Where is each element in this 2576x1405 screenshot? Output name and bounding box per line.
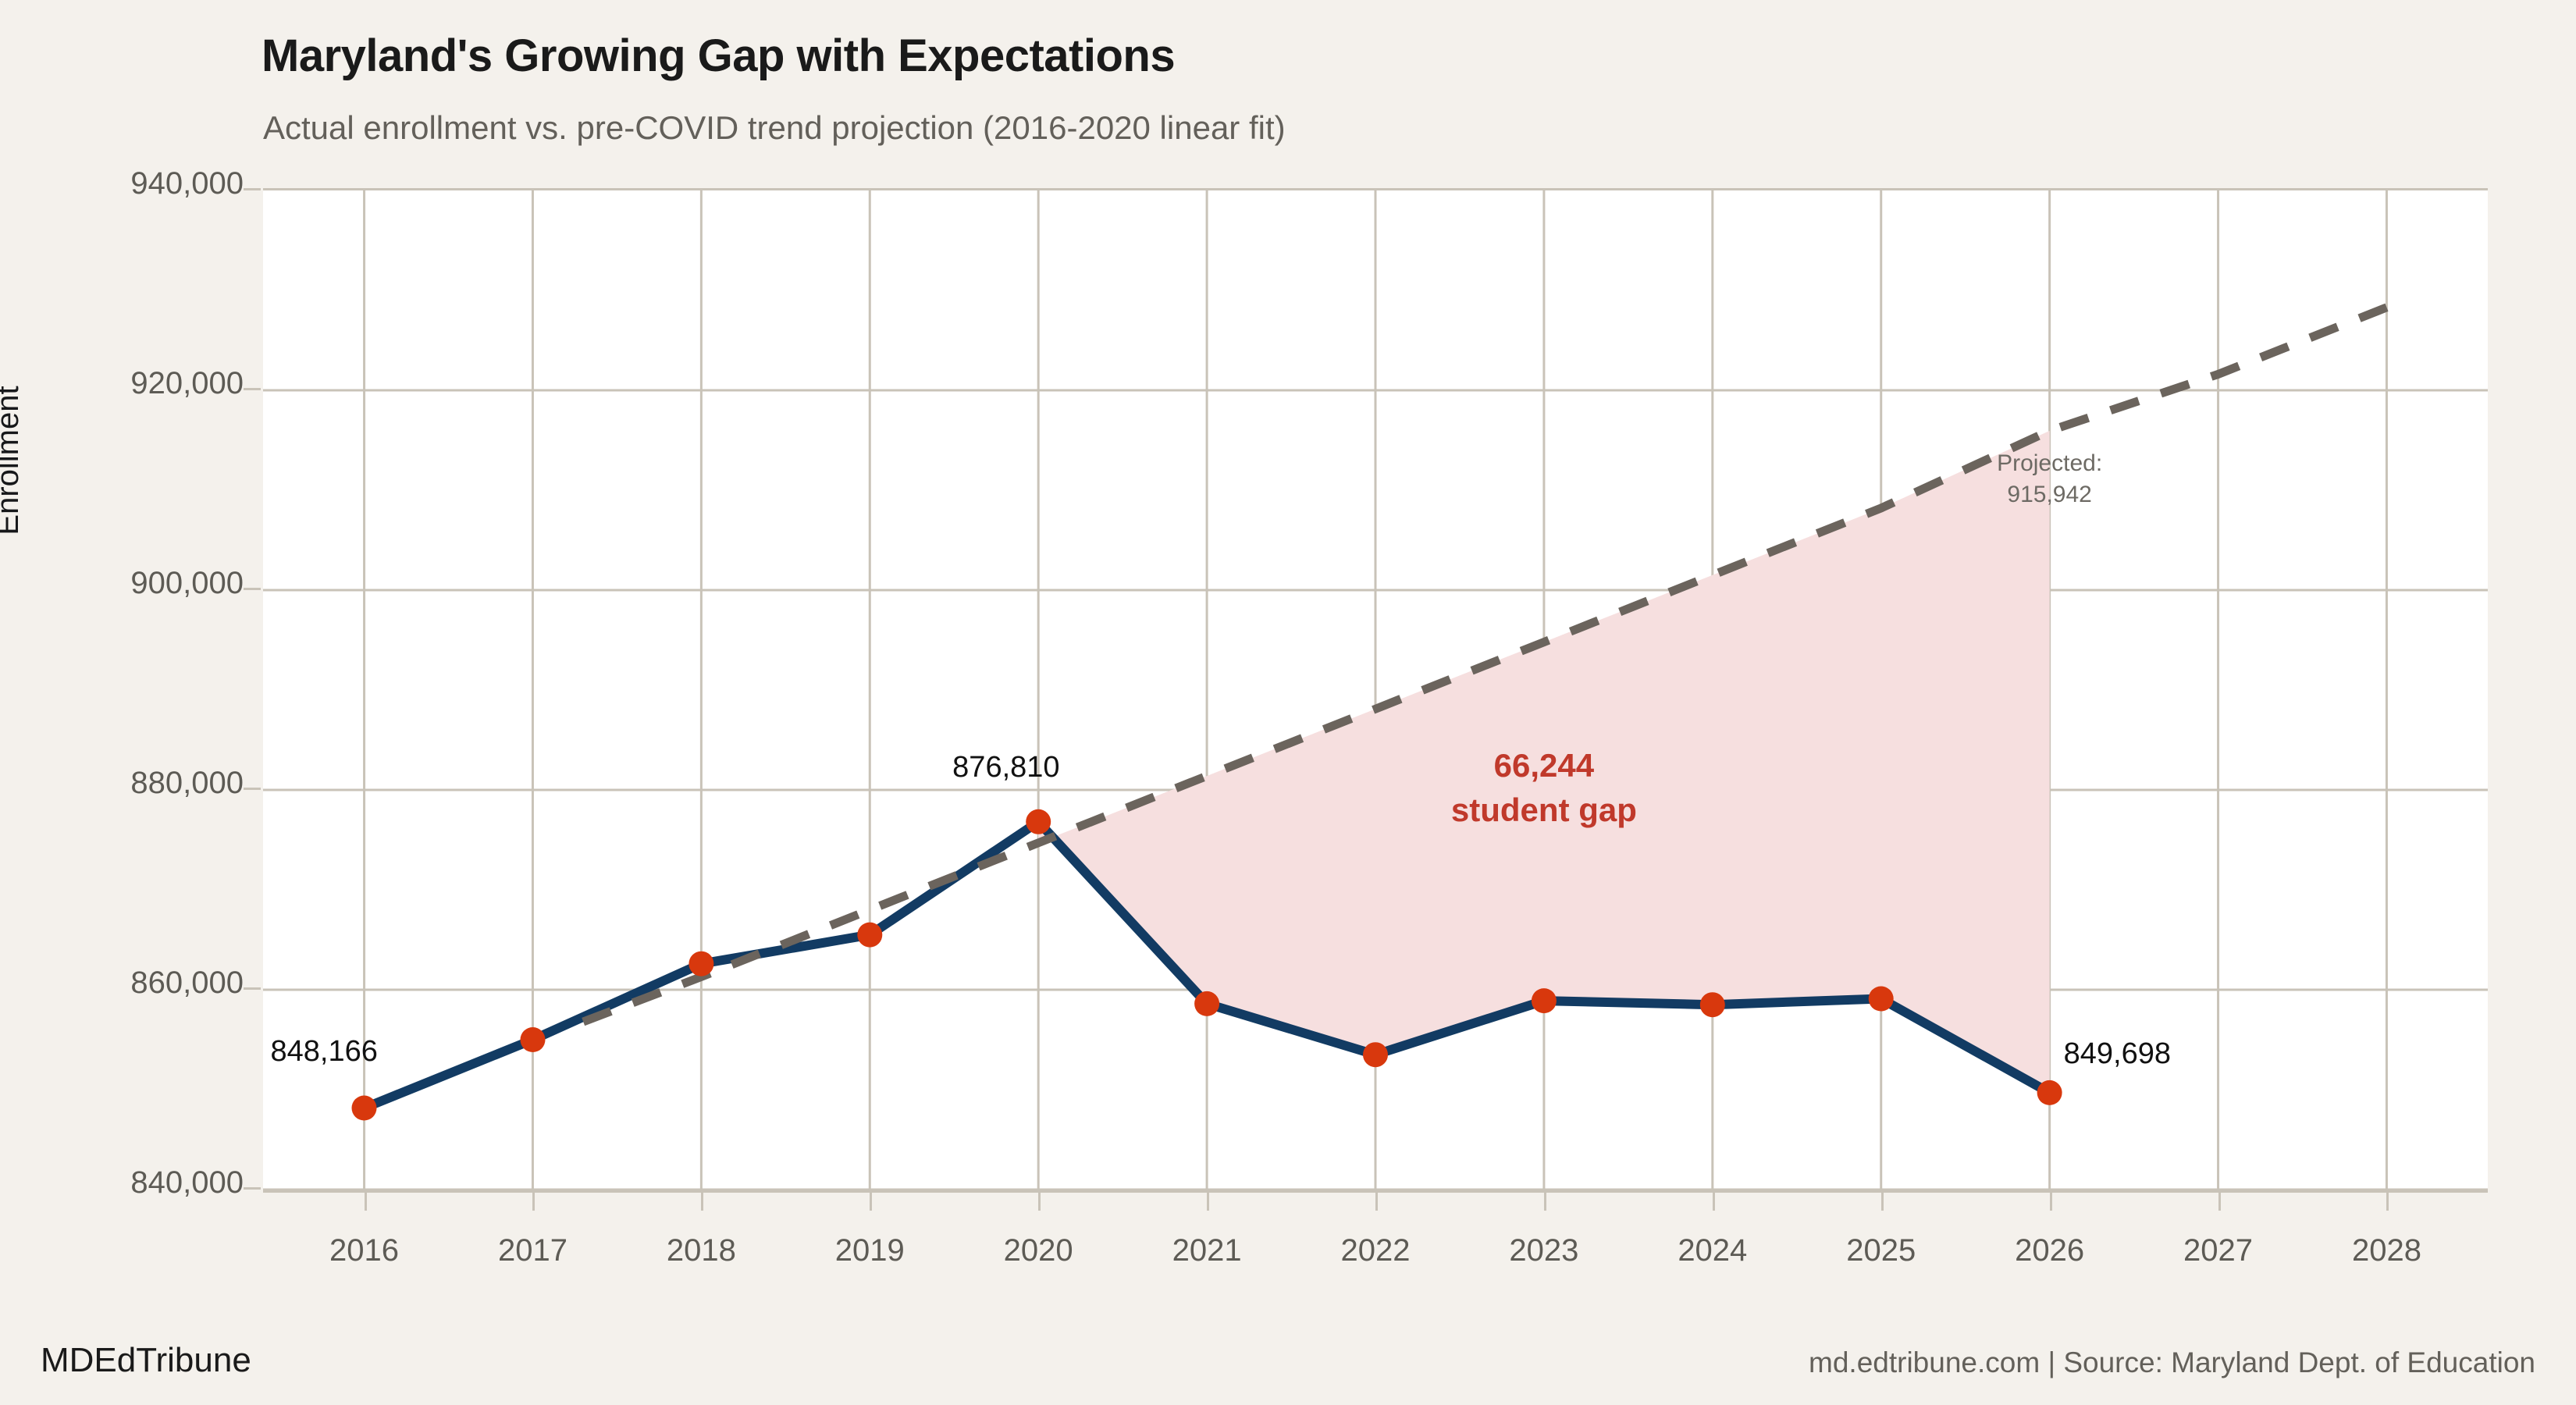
x-axis-tick-mark xyxy=(1543,1190,1546,1211)
data-point-marker[interactable] xyxy=(1699,992,1725,1018)
gap-annotation-caption: student gap xyxy=(1450,791,1637,829)
x-axis-tick-label: 2018 xyxy=(666,1233,736,1268)
data-point-marker[interactable] xyxy=(351,1095,377,1121)
y-axis-tick-mark xyxy=(244,1187,261,1190)
data-point-marker[interactable] xyxy=(1868,986,1894,1012)
gap-shaded-region xyxy=(1038,430,2050,1093)
x-axis-tick-mark xyxy=(701,1190,704,1211)
x-axis-tick-mark xyxy=(1880,1190,1884,1211)
footer-brand: MDEdTribune xyxy=(41,1341,251,1379)
x-axis-tick-label: 2025 xyxy=(1846,1233,1916,1268)
y-axis-tick-mark xyxy=(244,987,261,990)
x-axis-tick-label: 2019 xyxy=(834,1233,905,1268)
x-axis-tick-label: 2024 xyxy=(1678,1233,1748,1268)
chart-title: Maryland's Growing Gap with Expectations xyxy=(262,30,1176,81)
y-axis-tick-label: 940,000 xyxy=(130,166,244,201)
data-point-marker[interactable] xyxy=(1531,988,1557,1014)
data-point-marker[interactable] xyxy=(1026,809,1051,834)
projection-line xyxy=(582,303,2389,1026)
data-point-marker[interactable] xyxy=(1194,991,1220,1016)
data-point-value-label: 876,810 xyxy=(952,750,1060,784)
x-axis-tick-label: 2016 xyxy=(329,1233,400,1268)
x-axis-tick-label: 2027 xyxy=(2183,1233,2254,1268)
x-axis-tick-mark xyxy=(1375,1190,1378,1211)
x-axis-tick-mark xyxy=(2218,1190,2221,1211)
y-axis-tick-label: 840,000 xyxy=(130,1165,244,1200)
y-axis-tick-label: 900,000 xyxy=(130,566,244,600)
chart-subtitle: Actual enrollment vs. pre-COVID trend pr… xyxy=(263,109,1286,146)
data-point-value-label: 848,166 xyxy=(270,1035,378,1069)
x-axis-tick-label: 2026 xyxy=(2015,1233,2085,1268)
x-axis-tick-mark xyxy=(532,1190,535,1211)
x-axis-tick-label: 2022 xyxy=(1340,1233,1411,1268)
gap-annotation: 66,244 student gap xyxy=(1349,744,1739,832)
x-axis-tick-mark xyxy=(2049,1190,2052,1211)
x-axis-tick-label: 2023 xyxy=(1509,1233,1579,1268)
data-point-value-label: 849,698 xyxy=(2063,1037,2171,1070)
y-axis-tick-mark xyxy=(244,188,261,190)
y-axis-tick-label: 880,000 xyxy=(130,766,244,800)
data-point-marker[interactable] xyxy=(857,922,883,948)
projected-annotation-caption: Projected: xyxy=(1997,450,2103,476)
projected-annotation-value: 915,942 xyxy=(2007,482,2092,508)
x-axis-tick-mark xyxy=(870,1190,873,1211)
data-point-marker[interactable] xyxy=(688,951,714,976)
x-axis-tick-label: 2020 xyxy=(1003,1233,1073,1268)
x-axis-tick-label: 2017 xyxy=(497,1233,568,1268)
x-axis-tick-label: 2028 xyxy=(2351,1233,2421,1268)
x-axis-tick-mark xyxy=(2386,1190,2389,1211)
y-axis-tick-mark xyxy=(244,588,261,590)
chart-plot-svg xyxy=(263,190,2488,1190)
projected-annotation: Projected: 915,942 xyxy=(1933,448,2167,511)
y-axis-tick-mark xyxy=(244,388,261,390)
data-point-marker[interactable] xyxy=(520,1027,546,1052)
x-axis-tick-mark xyxy=(1038,1190,1041,1211)
x-axis-tick-mark xyxy=(364,1190,367,1211)
y-axis-tick-mark xyxy=(244,788,261,790)
y-axis-ticks: 840,000 860,000 880,000 900,000 920,000 940,0… xyxy=(0,0,261,1405)
footer-source: md.edtribune.com | Source: Maryland Dept… xyxy=(1809,1346,2535,1378)
y-axis-tick-label: 860,000 xyxy=(130,966,244,1000)
plot-area xyxy=(263,188,2488,1193)
data-point-marker[interactable] xyxy=(1363,1042,1388,1068)
gap-annotation-value: 66,244 xyxy=(1493,747,1595,784)
x-axis-tick-mark xyxy=(1207,1190,1210,1211)
x-axis-tick-label: 2021 xyxy=(1172,1233,1242,1268)
data-point-marker[interactable] xyxy=(2037,1080,2062,1105)
y-axis-tick-label: 920,000 xyxy=(130,366,244,400)
x-axis-tick-mark xyxy=(1712,1190,1715,1211)
